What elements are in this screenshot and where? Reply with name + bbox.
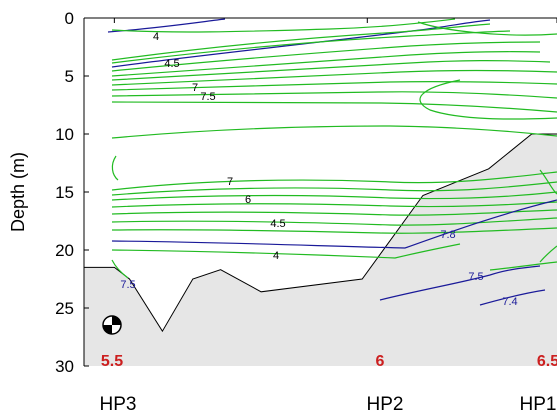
y-tick-label: 0 (65, 9, 74, 28)
y-axis-ticks: 0 5 10 15 20 25 30 (55, 9, 89, 376)
contour-line-20 (111, 209, 557, 216)
contour-line-27 (379, 265, 541, 301)
contour-line-8 (111, 69, 557, 86)
contour-line-26 (111, 259, 129, 279)
contour-label: 4 (273, 250, 279, 262)
contour-label: 7.5 (468, 271, 483, 283)
contour-line-19 (111, 201, 557, 208)
station-label-hp3: HP3 (100, 394, 137, 415)
contour-line-22 (111, 227, 557, 234)
contour-line-5 (111, 41, 541, 72)
y-tick-label: 30 (55, 357, 74, 376)
contour-line-30 (479, 289, 546, 306)
contour-line-12 (419, 79, 557, 120)
contour-label: 7.5 (120, 279, 135, 291)
y-tick-label: 25 (55, 299, 74, 318)
contour-line-0 (107, 18, 226, 33)
seabed-area (84, 133, 557, 366)
contour-line-24 (111, 243, 461, 259)
seabed-fill (84, 134, 557, 366)
contour-line-13 (111, 125, 557, 139)
bottom-value-hp1: 6.5 (537, 353, 557, 370)
marker-quadrant (103, 325, 112, 334)
contour-label: 4.5 (164, 58, 179, 70)
contour-line-23 (111, 199, 557, 249)
station-labels: HP3 HP2 HP1 (100, 394, 557, 415)
contour-label: 6 (245, 194, 251, 206)
contour-line-14 (417, 21, 557, 36)
contour-lines (107, 18, 557, 306)
contour-label: 7.4 (502, 296, 517, 308)
contour-line-25 (539, 169, 557, 195)
y-tick-label: 15 (55, 183, 74, 202)
contour-label: 7.5 (200, 91, 215, 103)
contour-line-16 (111, 171, 557, 191)
contour-line-21 (111, 217, 557, 226)
contour-label: 7 (192, 82, 198, 94)
contour-line-6 (111, 51, 541, 77)
contour-label: 7 (227, 176, 233, 188)
contour-line-9 (111, 81, 557, 91)
contour-line-29 (539, 245, 557, 263)
contour-line-17 (111, 181, 557, 196)
contour-line-2 (111, 18, 456, 33)
y-axis-label: Depth (m) (8, 152, 28, 232)
bottom-value-hp3: 5.5 (101, 353, 123, 370)
y-tick-label: 20 (55, 241, 74, 260)
contour-line-28 (489, 261, 557, 271)
contour-label: 4.5 (270, 218, 285, 230)
contour-line-7 (111, 60, 551, 81)
contour-label: 7.8 (440, 229, 455, 241)
contour-line-3 (111, 23, 491, 61)
contour-line-18 (111, 191, 557, 201)
y-tick-label: 10 (55, 125, 74, 144)
contour-line-11 (111, 101, 557, 113)
station-label-hp1: HP1 (520, 394, 557, 415)
y-tick-label: 5 (65, 67, 74, 86)
bottom-value-hp2: 6 (376, 353, 385, 370)
contour-line-15 (111, 155, 119, 181)
marker-quadrant (112, 316, 121, 325)
contour-label: 4 (153, 31, 159, 43)
instrument-marker-icon (102, 315, 122, 335)
bottom-values: 5.5 6 6.5 (101, 353, 557, 370)
station-label-hp2: HP2 (367, 394, 404, 415)
contour-line-10 (111, 91, 557, 99)
contour-line-1 (111, 19, 491, 68)
